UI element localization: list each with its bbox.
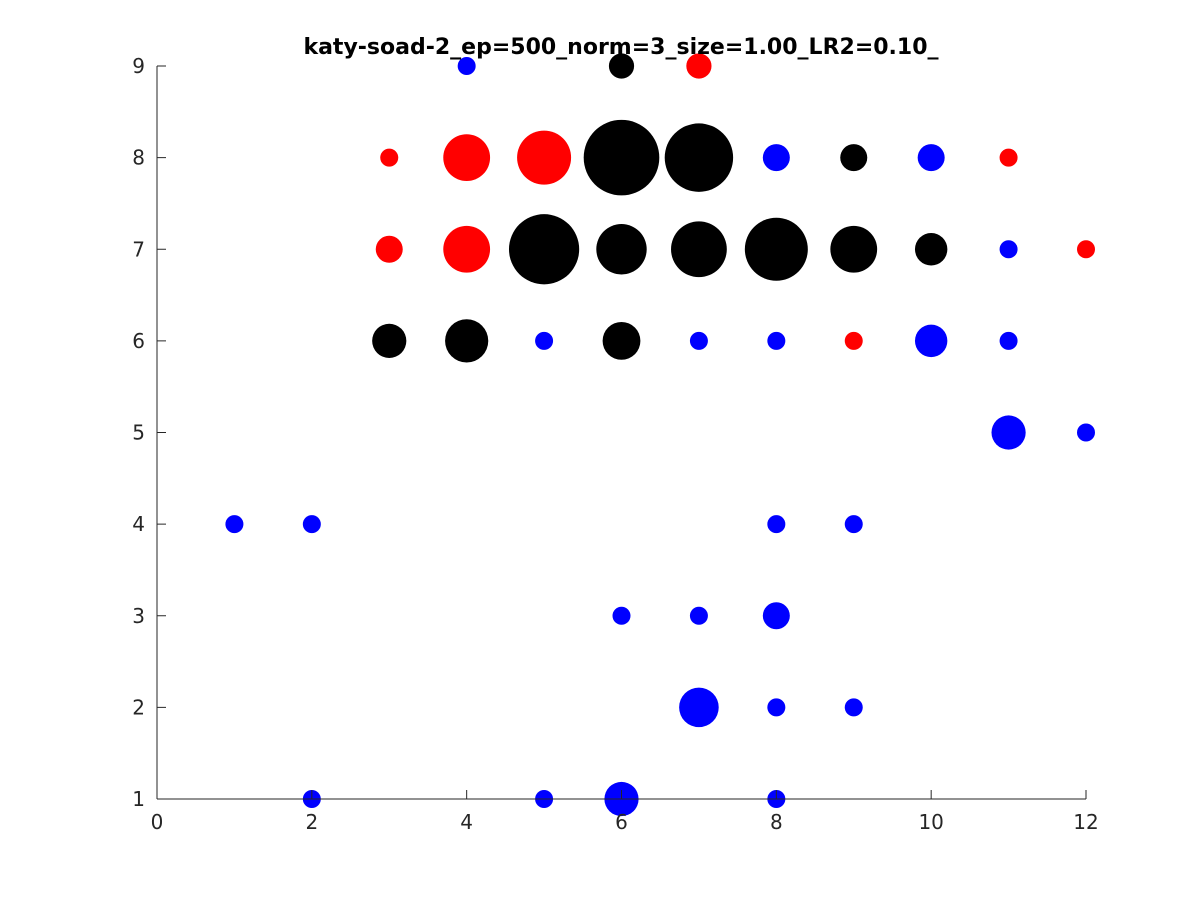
data-point-black-7-8	[664, 123, 734, 192]
y-tick-label: 7	[132, 237, 145, 261]
y-tick-label: 6	[132, 329, 145, 353]
x-tick-label: 2	[305, 810, 318, 834]
data-point-red-9-6	[844, 331, 863, 350]
data-point-black-8-7	[744, 217, 808, 281]
data-point-blue-11-5	[991, 415, 1026, 450]
data-point-black-6-6	[602, 321, 641, 360]
data-point-blue-8-3	[762, 602, 790, 630]
x-tick-label: 10	[918, 810, 943, 834]
data-point-blue-4-9	[457, 57, 476, 75]
data-point-blue-6-3	[612, 606, 631, 625]
data-point-blue-7-6	[689, 331, 708, 350]
data-point-red-5-8	[517, 130, 572, 185]
data-point-blue-10-6	[914, 324, 948, 358]
data-point-blue-5-6	[535, 331, 554, 350]
y-tick-label: 5	[132, 421, 145, 445]
x-tick-label: 0	[151, 810, 164, 834]
data-point-red-3-7	[375, 235, 403, 263]
points-layer	[225, 53, 1095, 817]
data-point-blue-2-4	[302, 515, 321, 534]
data-point-blue-8-8	[762, 144, 790, 172]
x-tick-label: 4	[460, 810, 473, 834]
x-tick-label: 8	[770, 810, 783, 834]
data-point-black-4-6	[445, 319, 489, 363]
x-tick-label: 6	[615, 810, 628, 834]
data-point-red-4-7	[443, 225, 491, 273]
data-point-black-6-7	[596, 224, 647, 275]
data-point-black-6-8	[583, 119, 660, 196]
data-point-blue-10-8	[917, 144, 945, 172]
data-point-black-7-7	[671, 221, 727, 278]
data-point-red-12-7	[1077, 240, 1095, 259]
data-point-black-5-7	[508, 214, 580, 285]
data-point-blue-9-4	[844, 515, 863, 534]
data-point-black-6-9	[608, 53, 635, 79]
data-point-black-9-7	[830, 225, 878, 273]
data-point-black-10-7	[914, 233, 948, 266]
y-tick-label: 9	[132, 54, 145, 78]
y-tick-label: 2	[132, 695, 145, 719]
data-point-blue-11-7	[999, 240, 1018, 259]
y-tick-label: 8	[132, 146, 145, 170]
y-ticks: 1 2 3 4 5 6 7 8 9	[132, 54, 166, 811]
data-point-blue-11-6	[999, 331, 1018, 350]
y-tick-label: 1	[132, 787, 145, 811]
data-point-black-9-8	[840, 144, 868, 172]
y-tick-label: 3	[132, 604, 145, 628]
chart-title: katy-soad-2_ep=500_norm=3_size=1.00_LR2=…	[303, 35, 938, 60]
data-point-black-3-6	[372, 323, 407, 358]
data-point-red-7-9	[686, 53, 712, 79]
data-point-blue-8-4	[767, 515, 786, 534]
data-point-blue-8-6	[767, 331, 786, 350]
data-point-blue-8-2	[767, 698, 786, 717]
x-ticks: 0 2 4 6 8 10 12	[151, 790, 1099, 834]
data-point-blue-9-2	[844, 698, 863, 717]
data-point-blue-7-3	[689, 606, 708, 625]
x-tick-label: 12	[1073, 810, 1098, 834]
data-point-blue-1-4	[225, 515, 244, 534]
data-point-blue-7-2	[679, 687, 719, 728]
data-point-red-3-8	[380, 148, 399, 167]
y-tick-label: 4	[132, 512, 145, 536]
data-point-red-11-8	[999, 148, 1018, 167]
data-point-blue-12-5	[1077, 423, 1095, 442]
data-point-red-4-8	[443, 134, 491, 182]
